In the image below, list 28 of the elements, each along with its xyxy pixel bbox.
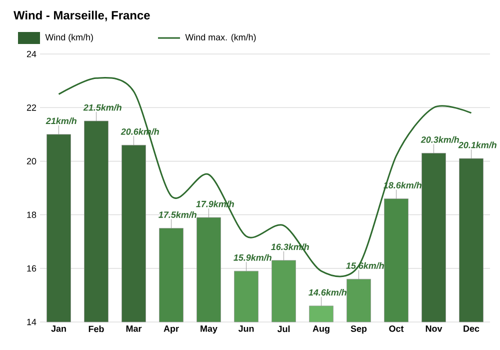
- y-tick-label: 20: [26, 158, 36, 164]
- y-tick-label: 16: [27, 265, 36, 272]
- y-tick-label: 22: [26, 104, 36, 111]
- data-label: 15.9km/h: [234, 254, 272, 261]
- x-tick-label: Feb: [88, 326, 104, 332]
- data-label: 20.1km/h: [458, 142, 496, 148]
- legend-label: Wind (km/h): [45, 34, 93, 42]
- legend-label: Wind max. (km/h): [185, 34, 256, 42]
- x-tick-label: Sep: [350, 326, 367, 334]
- data-label: 21km/h: [46, 118, 76, 124]
- x-tick-label: Apr: [164, 326, 179, 334]
- x-tick-label: Aug: [312, 326, 330, 334]
- x-tick-label: Nov: [426, 326, 442, 332]
- chart-title: Wind - Marseille, France: [14, 10, 150, 22]
- x-tick-label: Oct: [389, 326, 404, 332]
- x-tick-label: Mar: [126, 326, 142, 332]
- x-tick-label: Jul: [277, 326, 290, 332]
- y-tick-label: 24: [26, 50, 36, 58]
- data-label: 20.3km/h: [420, 136, 459, 143]
- x-tick-label: Jan: [51, 326, 66, 332]
- x-tick-label: Dec: [464, 326, 480, 332]
- x-tick-label: Jun: [238, 326, 254, 332]
- data-label: 14.6km/h: [308, 289, 346, 296]
- data-label: 17.5km/h: [158, 211, 196, 218]
- y-tick-label: 14: [27, 318, 36, 326]
- x-tick-label: May: [200, 326, 218, 334]
- y-tick-label: 18: [27, 212, 36, 218]
- data-label: 21.5km/h: [83, 104, 122, 111]
